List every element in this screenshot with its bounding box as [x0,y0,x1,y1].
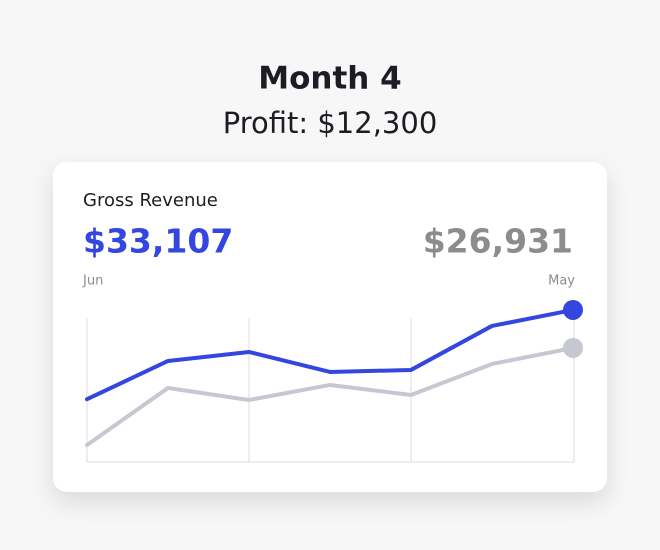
subtitle: Profit: $12,300 [223,106,438,140]
x-tick-label: May [548,274,575,289]
value-label: $26,931 [423,222,573,261]
end-dot [563,337,583,358]
title: Month 4 [258,61,401,97]
line [85,345,575,447]
end-dot [563,299,583,320]
chart-title: Gross Revenue [83,190,218,211]
line [85,307,575,402]
card [53,162,607,492]
x-tick-label: Jun [82,274,103,289]
value-label: $33,107 [83,222,233,261]
